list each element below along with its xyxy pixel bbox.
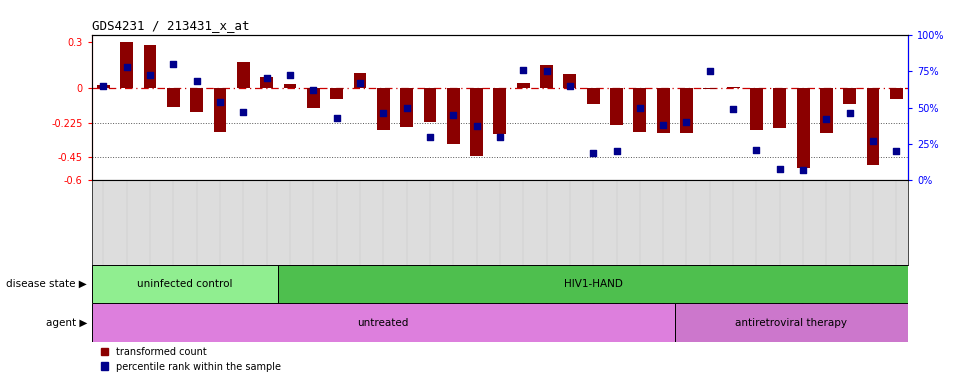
- Point: [539, 68, 554, 74]
- Text: untreated: untreated: [357, 318, 409, 328]
- Bar: [843, 88, 856, 104]
- Bar: [890, 88, 903, 99]
- Bar: [611, 88, 623, 125]
- Bar: [494, 88, 506, 134]
- Legend: transformed count, percentile rank within the sample: transformed count, percentile rank withi…: [97, 343, 285, 376]
- Bar: [92, 265, 278, 303]
- Bar: [167, 88, 180, 107]
- Point: [562, 83, 578, 89]
- Bar: [820, 88, 833, 133]
- Bar: [470, 88, 483, 156]
- Point: [376, 110, 391, 116]
- Point: [328, 115, 345, 121]
- Bar: [260, 77, 273, 88]
- Point: [353, 79, 368, 86]
- Bar: [634, 88, 646, 132]
- Point: [516, 66, 531, 73]
- Text: uninfected control: uninfected control: [137, 279, 233, 289]
- Point: [889, 148, 904, 154]
- Bar: [354, 73, 366, 88]
- Bar: [97, 85, 110, 88]
- Bar: [400, 88, 413, 127]
- Bar: [278, 265, 908, 303]
- Point: [656, 122, 671, 128]
- Bar: [190, 88, 203, 112]
- Text: antiretroviral therapy: antiretroviral therapy: [735, 318, 847, 328]
- Point: [259, 75, 274, 81]
- Point: [585, 150, 601, 156]
- Text: GDS4231 / 213431_x_at: GDS4231 / 213431_x_at: [92, 19, 249, 32]
- Bar: [774, 88, 786, 128]
- Bar: [423, 88, 437, 122]
- Point: [189, 78, 205, 84]
- Bar: [750, 88, 763, 130]
- Point: [422, 134, 438, 140]
- Bar: [121, 42, 133, 88]
- Point: [725, 106, 741, 112]
- Text: disease state ▶: disease state ▶: [6, 279, 87, 289]
- Bar: [92, 303, 675, 342]
- Point: [493, 134, 508, 140]
- Bar: [284, 84, 297, 88]
- Point: [305, 87, 321, 93]
- Point: [632, 104, 647, 111]
- Bar: [563, 74, 577, 88]
- Point: [795, 167, 810, 173]
- Point: [166, 61, 182, 67]
- Bar: [680, 88, 693, 133]
- Bar: [330, 88, 343, 99]
- Point: [842, 110, 858, 116]
- Text: HIV1-HAND: HIV1-HAND: [564, 279, 623, 289]
- Bar: [517, 83, 529, 88]
- Bar: [657, 88, 669, 133]
- Bar: [726, 87, 740, 88]
- Bar: [540, 65, 553, 88]
- Point: [236, 109, 251, 115]
- Bar: [797, 88, 810, 168]
- Point: [469, 123, 484, 129]
- Bar: [447, 88, 460, 144]
- Point: [679, 119, 695, 125]
- Bar: [307, 88, 320, 108]
- Point: [445, 112, 461, 118]
- Point: [819, 116, 835, 122]
- Bar: [144, 45, 156, 88]
- Bar: [237, 62, 250, 88]
- Point: [213, 99, 228, 105]
- Point: [282, 72, 298, 78]
- Bar: [377, 88, 389, 130]
- Point: [96, 83, 111, 89]
- Bar: [703, 88, 716, 89]
- Text: agent ▶: agent ▶: [45, 318, 87, 328]
- Bar: [213, 88, 226, 132]
- Bar: [675, 303, 908, 342]
- Point: [609, 148, 624, 154]
- Point: [772, 166, 787, 172]
- Point: [749, 147, 764, 153]
- Point: [866, 138, 881, 144]
- Point: [119, 64, 134, 70]
- Bar: [586, 88, 600, 104]
- Point: [399, 104, 414, 111]
- Point: [702, 68, 718, 74]
- Point: [142, 72, 157, 78]
- Bar: [867, 88, 879, 165]
